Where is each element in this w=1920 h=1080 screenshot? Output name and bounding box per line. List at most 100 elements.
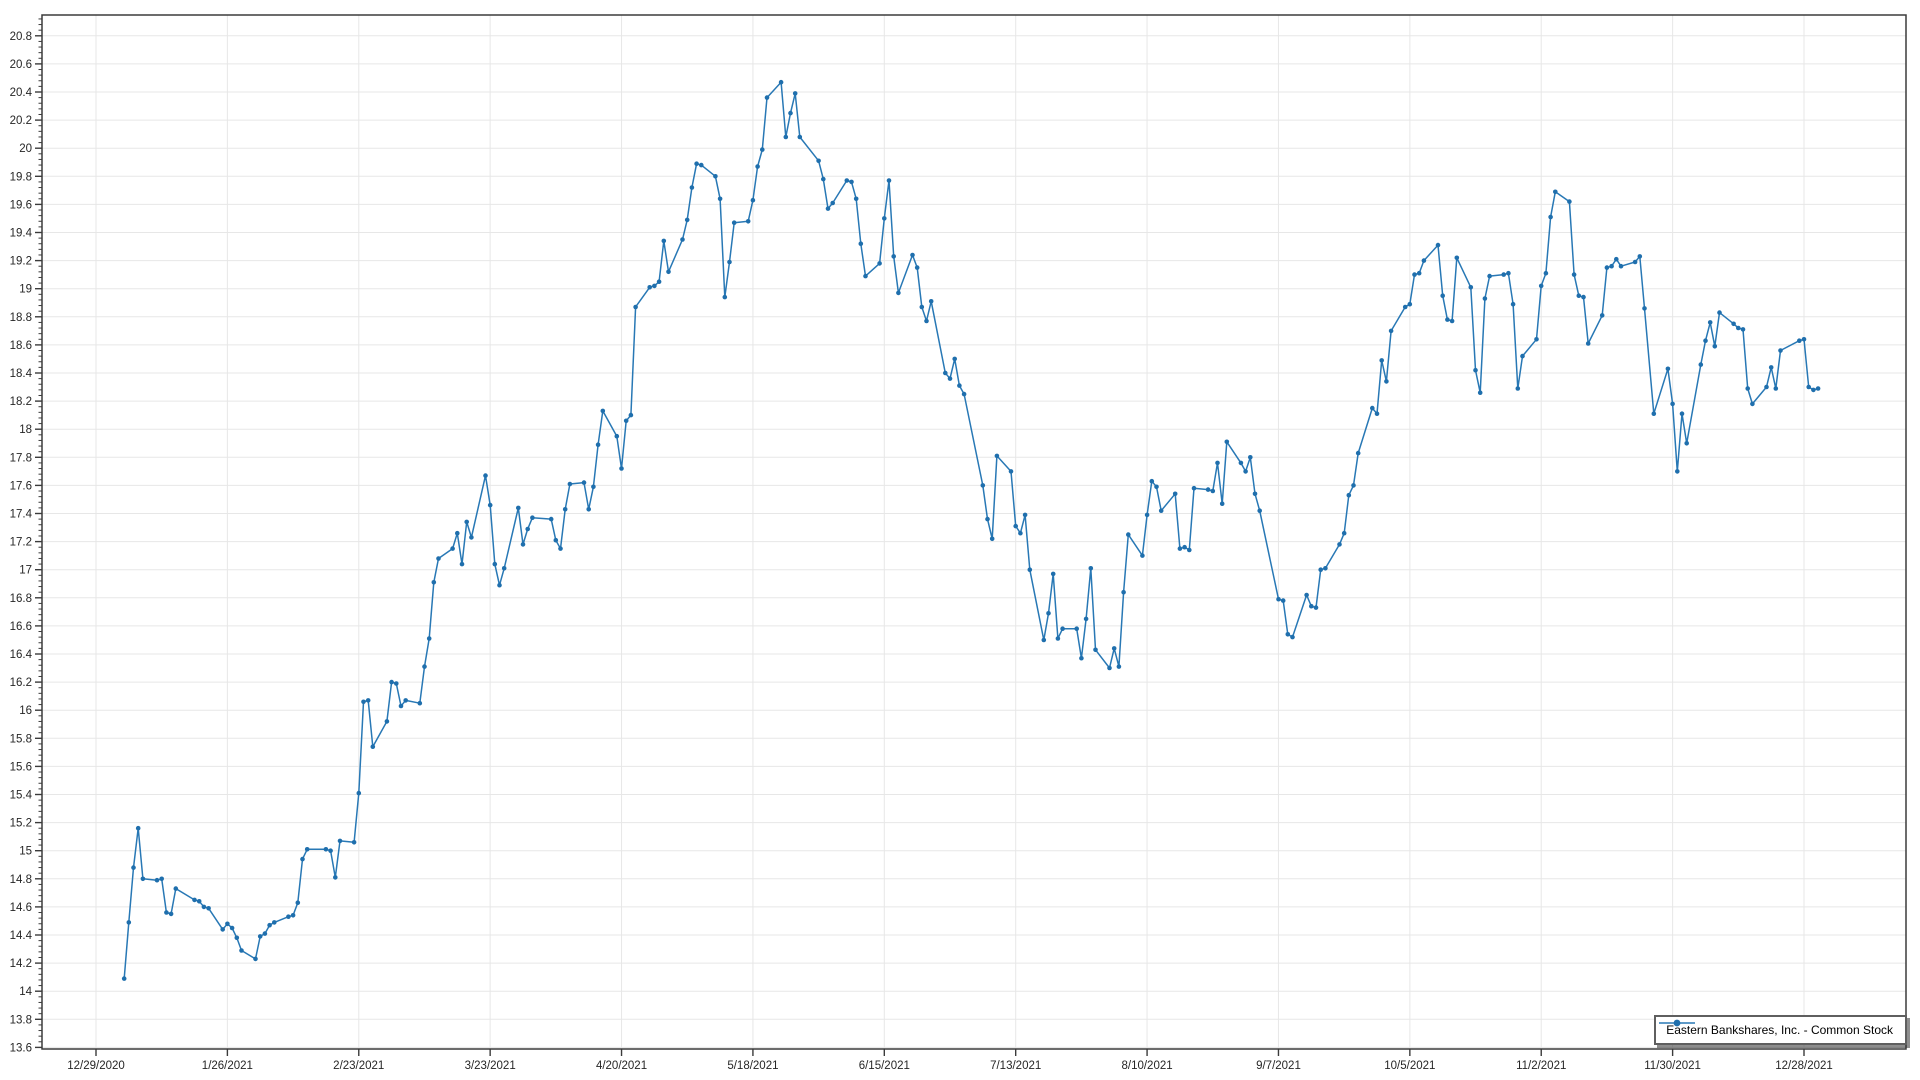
data-point-marker [1318, 567, 1323, 572]
data-point-marker [225, 921, 230, 927]
data-point-marker [1538, 283, 1544, 289]
x-tick-label: 5/18/2021 [727, 1060, 778, 1072]
data-point-marker [830, 200, 835, 206]
data-point-marker [1731, 321, 1736, 327]
y-tick-label: 14.6 [10, 902, 32, 914]
data-point-marker [1149, 478, 1155, 484]
data-point-marker [1717, 310, 1722, 315]
data-point-marker [234, 935, 240, 941]
x-tick-label: 2/23/2021 [333, 1060, 384, 1072]
data-point-marker [1248, 455, 1253, 460]
y-tick-label: 17.8 [10, 452, 32, 464]
data-point-marker [351, 840, 357, 845]
data-point-marker [1553, 189, 1558, 195]
y-tick-label: 19.2 [10, 256, 32, 268]
data-point-marker [1520, 353, 1525, 359]
data-point-marker [1304, 592, 1309, 598]
data-point-marker [492, 561, 498, 567]
data-point-marker [459, 561, 465, 567]
y-tick-label: 20.4 [10, 87, 33, 99]
data-point-marker [1140, 553, 1145, 558]
y-tick-label: 20.2 [10, 115, 32, 127]
data-point-marker [154, 877, 160, 883]
data-point-marker [586, 507, 591, 512]
data-point-marker [652, 283, 657, 289]
data-point-marker [1285, 632, 1291, 637]
data-point-marker [1604, 265, 1610, 270]
data-point-marker [394, 681, 399, 686]
data-point-marker [994, 453, 1000, 459]
data-point-marker [1665, 366, 1671, 372]
y-tick-label: 13.6 [10, 1042, 32, 1054]
data-point-marker [361, 699, 366, 705]
data-point-marker [1501, 272, 1506, 277]
data-point-marker [1768, 365, 1774, 370]
x-tick-label: 11/30/2021 [1644, 1060, 1701, 1072]
y-axis-labels: 13.6 13.8 14 14.2 14.4 14.6 14.8 15 15.2 15.4 15.6… [10, 31, 33, 1055]
data-point-marker [328, 848, 333, 853]
data-point-marker [1013, 523, 1018, 529]
data-point-marker [1510, 301, 1516, 307]
y-tick-label: 18.8 [10, 312, 32, 324]
data-point-marker [1280, 598, 1286, 603]
data-point-marker [257, 934, 263, 939]
data-point-marker [450, 546, 455, 551]
data-point-marker [1144, 512, 1150, 518]
data-point-marker [717, 196, 723, 202]
data-point-marker [1712, 344, 1718, 349]
data-point-marker [1219, 501, 1225, 507]
data-point-marker [295, 900, 301, 905]
data-point-marker [286, 914, 291, 919]
data-point-marker [1191, 485, 1197, 491]
gridlines [42, 15, 1906, 1049]
data-point-marker [417, 700, 423, 706]
data-point-marker [1088, 566, 1094, 571]
data-point-marker [1482, 296, 1488, 301]
data-point-marker [220, 927, 225, 932]
data-point-marker [1534, 337, 1539, 342]
data-point-marker [1815, 386, 1821, 391]
data-point-marker [501, 566, 507, 571]
data-point-marker [614, 433, 620, 439]
data-point-marker [398, 703, 404, 709]
data-point-marker [159, 876, 164, 882]
data-point-marker [600, 408, 606, 414]
data-point-marker [455, 530, 460, 536]
data-point-marker [760, 147, 765, 152]
y-tick-label: 16.8 [10, 593, 32, 605]
data-point-marker [1154, 484, 1159, 490]
data-point-marker [694, 161, 699, 166]
data-point-marker [989, 536, 995, 542]
data-point-marker [1642, 306, 1647, 311]
data-point-marker [581, 480, 587, 485]
data-point-marker [1177, 546, 1183, 551]
data-point-marker [722, 294, 728, 300]
data-point-marker [239, 948, 244, 953]
y-tick-label: 19.6 [10, 199, 32, 211]
x-tick-label: 1/26/2021 [202, 1060, 253, 1072]
data-point-marker [1614, 256, 1619, 262]
data-point-marker [192, 897, 197, 903]
data-point-marker [562, 507, 568, 512]
x-tick-label: 7/13/2021 [990, 1060, 1041, 1072]
data-point-marker [689, 185, 695, 190]
data-point-marker [1797, 338, 1802, 344]
data-point-marker [1215, 460, 1220, 466]
data-point-marker [1515, 386, 1521, 391]
data-point-marker [1374, 411, 1380, 417]
data-point-marker [1548, 214, 1553, 220]
data-point-marker [1022, 512, 1028, 518]
data-point-marker [1172, 491, 1178, 497]
data-point-marker [1576, 293, 1582, 299]
data-point-marker [633, 304, 638, 310]
y-tick-label: 18.6 [10, 340, 32, 352]
data-point-marker [825, 206, 831, 211]
data-point-marker [816, 158, 821, 164]
x-tick-label: 9/7/2021 [1256, 1060, 1301, 1072]
data-point-marker [436, 556, 441, 561]
data-point-marker [1257, 508, 1262, 513]
data-point-marker [891, 254, 896, 259]
data-point-marker [1337, 542, 1342, 547]
data-point-marker [1543, 270, 1549, 276]
data-point-marker [1416, 270, 1422, 276]
